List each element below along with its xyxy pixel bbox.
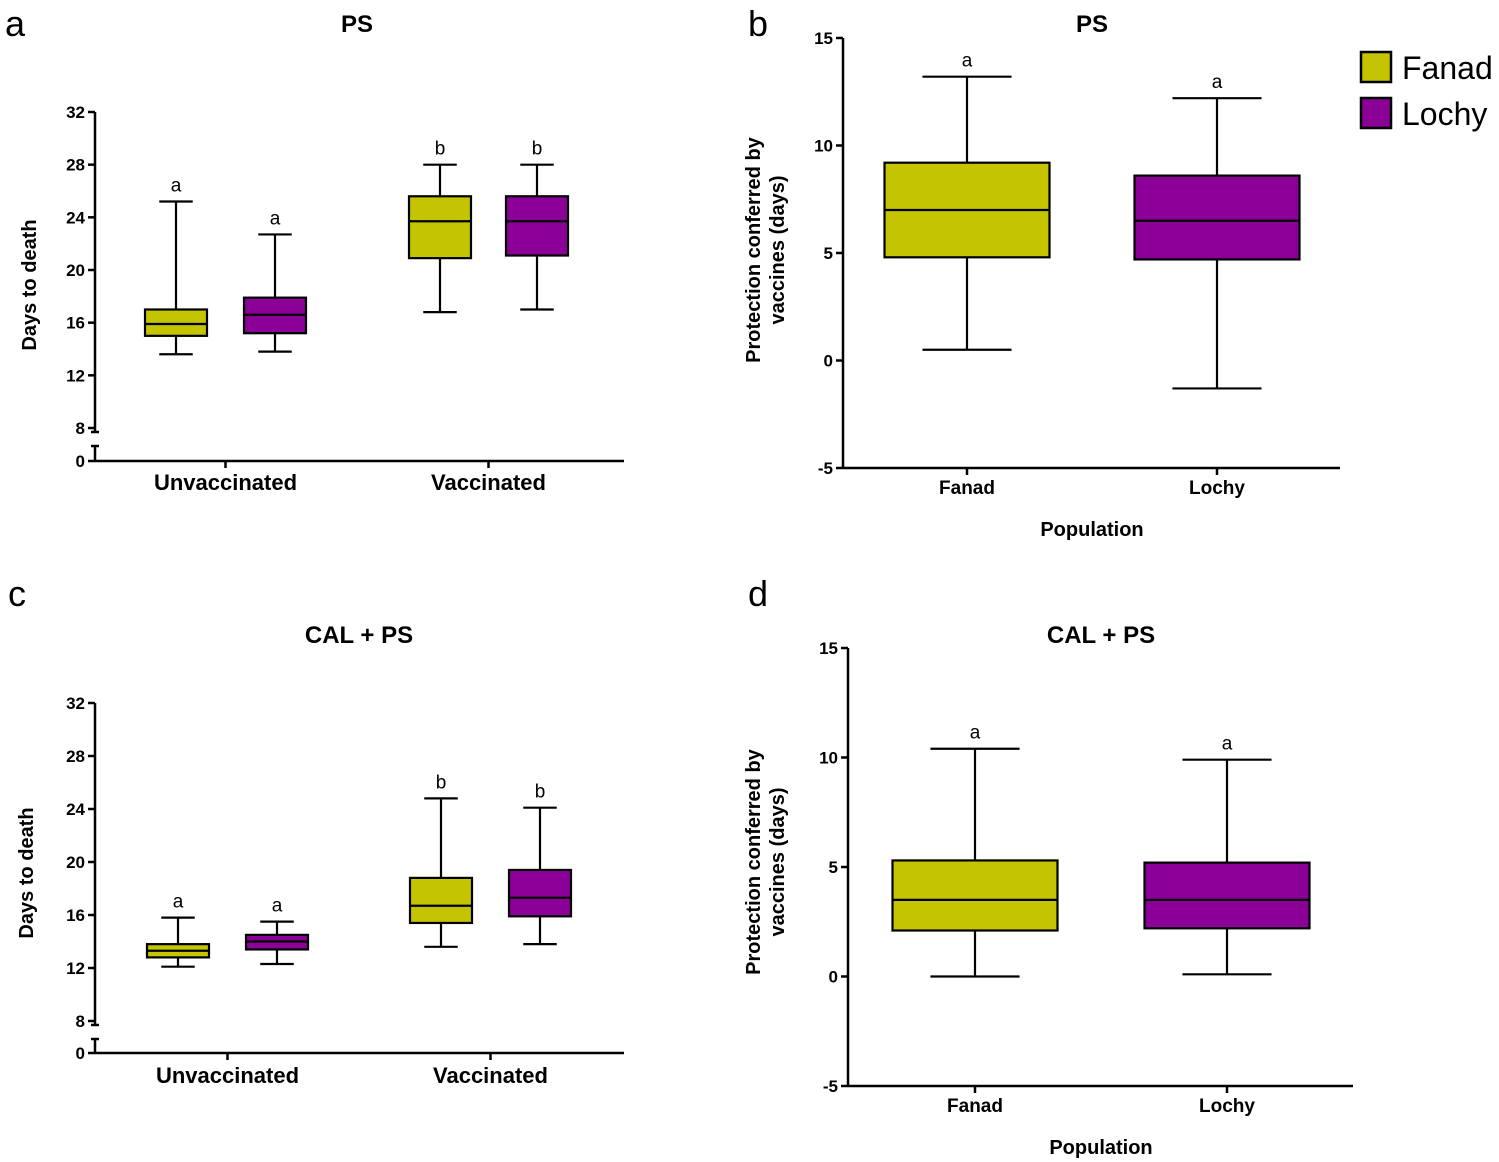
box-lochy-vaccinated: b bbox=[507, 782, 573, 946]
box-lochy-lochy: a bbox=[1133, 72, 1301, 390]
significance-letter: a bbox=[970, 723, 981, 744]
significance-letter: a bbox=[171, 176, 182, 197]
y-tick-label: 8 bbox=[76, 419, 85, 438]
y-tick-label: 15 bbox=[814, 29, 833, 48]
box-fanad-unvaccinated: a bbox=[145, 892, 211, 968]
y-tick-label: 10 bbox=[814, 137, 833, 156]
x-category-label: Unvaccinated bbox=[156, 1063, 299, 1088]
box-iqr bbox=[408, 876, 474, 925]
y-tick-label: 32 bbox=[66, 694, 85, 713]
y-tick-label: 28 bbox=[66, 747, 85, 766]
panel-letter: d bbox=[748, 573, 768, 614]
box-fanad-unvaccinated: a bbox=[143, 176, 209, 356]
panel-letter: a bbox=[5, 3, 26, 44]
y-tick-label: 0 bbox=[829, 968, 838, 987]
box-iqr bbox=[143, 308, 209, 337]
significance-letter: a bbox=[173, 892, 184, 913]
chart-title: CAL + PS bbox=[305, 622, 413, 649]
y-axis-title-line2: vaccines (days) bbox=[767, 176, 789, 325]
legend-swatch-lochy bbox=[1359, 96, 1393, 130]
box-iqr bbox=[891, 859, 1059, 932]
box-iqr bbox=[1133, 174, 1301, 261]
legend: Fanad Lochy bbox=[1359, 50, 1493, 132]
x-axis-title: Population bbox=[1040, 519, 1143, 541]
significance-letter: a bbox=[272, 896, 283, 917]
box-fanad-vaccinated: b bbox=[407, 139, 473, 314]
y-tick-label: 20 bbox=[66, 853, 85, 872]
significance-letter: b bbox=[535, 782, 546, 803]
panel-c: c CAL + PS 0 8 12 16 20 24 28 32 Days to death Unva… bbox=[8, 573, 624, 1088]
legend-label-lochy: Lochy bbox=[1402, 96, 1487, 132]
y-tick-label: 12 bbox=[66, 366, 85, 385]
y-tick-label: 20 bbox=[66, 261, 85, 280]
y-axis-title: Days to death bbox=[16, 807, 38, 938]
y-axis-title-line1: Protection conferred by bbox=[743, 136, 765, 362]
x-category-label: Lochy bbox=[1189, 478, 1245, 499]
y-tick-label: 12 bbox=[66, 959, 85, 978]
box-lochy-unvaccinated: a bbox=[244, 896, 310, 966]
x-category-label: Fanad bbox=[947, 1096, 1003, 1117]
significance-letter: a bbox=[962, 51, 973, 72]
y-tick-label: 5 bbox=[829, 858, 838, 877]
y-tick-label: -5 bbox=[818, 459, 833, 478]
box-fanad-vaccinated: b bbox=[408, 772, 474, 948]
box-lochy-vaccinated: b bbox=[504, 139, 570, 311]
box-iqr bbox=[407, 195, 473, 260]
y-tick-label: -5 bbox=[823, 1077, 838, 1096]
significance-letter: a bbox=[1212, 72, 1223, 93]
y-tick-label: 5 bbox=[824, 244, 833, 263]
panel-d: d CAL + PS -5 0 5 10 15 Protection conferred by… bbox=[743, 573, 1353, 1159]
x-category-label: Vaccinated bbox=[433, 1063, 548, 1088]
chart-title: PS bbox=[1076, 11, 1108, 38]
significance-letter: a bbox=[270, 208, 281, 229]
panel-a: a PS 0 8 12 16 20 24 28 32 Days to death Unvaccinat… bbox=[5, 3, 624, 495]
x-category-label: Lochy bbox=[1199, 1096, 1255, 1117]
y-axis-title-line2: vaccines (days) bbox=[767, 788, 789, 937]
chart-title: CAL + PS bbox=[1047, 622, 1155, 649]
y-tick-label: 0 bbox=[824, 352, 833, 371]
box-fanad-fanad: a bbox=[891, 723, 1059, 978]
box-iqr bbox=[507, 868, 573, 918]
box-iqr bbox=[504, 195, 570, 257]
significance-letter: a bbox=[1222, 734, 1233, 755]
y-tick-label: 0 bbox=[76, 452, 85, 471]
x-category-label: Vaccinated bbox=[431, 470, 546, 495]
x-category-label: Unvaccinated bbox=[154, 470, 297, 495]
box-fanad-fanad: a bbox=[883, 51, 1051, 351]
panel-letter: c bbox=[8, 573, 26, 614]
y-tick-label: 8 bbox=[76, 1012, 85, 1031]
panel-b: b PS -5 0 5 10 15 Protection conferred by vaccin… bbox=[743, 3, 1340, 541]
legend-label-fanad: Fanad bbox=[1402, 50, 1493, 86]
box-lochy-lochy: a bbox=[1143, 734, 1311, 976]
y-tick-label: 16 bbox=[66, 906, 85, 925]
y-tick-label: 24 bbox=[66, 800, 85, 819]
y-tick-label: 28 bbox=[66, 156, 85, 175]
y-tick-label: 0 bbox=[76, 1044, 85, 1063]
box-iqr bbox=[1143, 861, 1311, 930]
panel-letter: b bbox=[748, 3, 768, 44]
chart-title: PS bbox=[341, 11, 373, 38]
y-tick-label: 15 bbox=[819, 639, 838, 658]
y-tick-label: 10 bbox=[819, 749, 838, 768]
y-tick-label: 16 bbox=[66, 314, 85, 333]
y-axis-title-line1: Protection conferred by bbox=[743, 748, 765, 974]
y-tick-label: 32 bbox=[66, 103, 85, 122]
x-axis-title: Population bbox=[1049, 1137, 1152, 1159]
significance-letter: b bbox=[436, 772, 447, 793]
y-axis-title: Days to death bbox=[19, 219, 41, 350]
x-category-label: Fanad bbox=[939, 478, 995, 499]
significance-letter: b bbox=[435, 139, 446, 160]
y-tick-label: 24 bbox=[66, 208, 85, 227]
box-lochy-unvaccinated: a bbox=[242, 208, 308, 353]
legend-swatch-fanad bbox=[1359, 50, 1393, 84]
significance-letter: b bbox=[532, 139, 543, 160]
